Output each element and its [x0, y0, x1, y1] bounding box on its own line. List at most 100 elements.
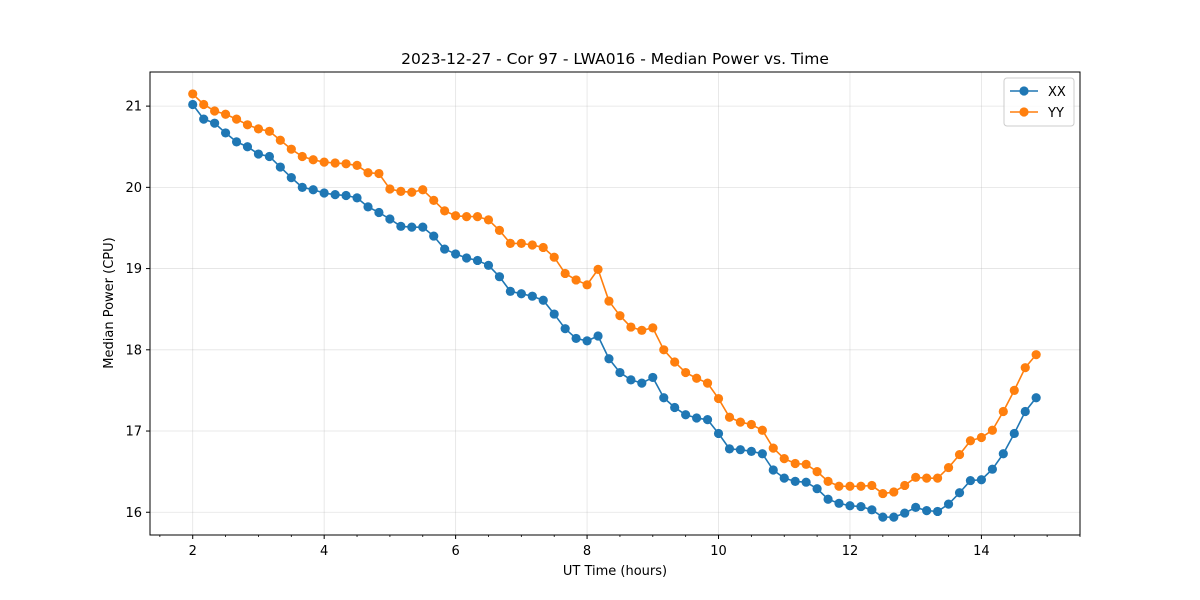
data-point-yy [472, 211, 483, 222]
data-point-yy [275, 135, 285, 145]
data-point-yy [943, 462, 954, 473]
data-point-xx [429, 231, 439, 241]
data-point-yy [582, 280, 592, 290]
data-point-xx [374, 207, 384, 218]
data-point-xx [779, 473, 789, 483]
data-point-yy [242, 120, 253, 130]
y-tick-label: 21 [125, 100, 142, 115]
data-point-xx [932, 506, 943, 517]
x-tick-label: 8 [583, 544, 591, 559]
data-point-yy [253, 124, 264, 134]
data-point-yy [264, 126, 275, 136]
data-point-yy [790, 458, 800, 469]
data-point-xx [440, 244, 450, 254]
data-point-yy [385, 184, 395, 194]
data-point-yy [867, 480, 877, 491]
data-point-xx [626, 375, 636, 385]
data-point-yy [538, 242, 548, 253]
data-point-yy [954, 449, 965, 460]
data-point-yy [210, 106, 220, 116]
data-point-yy [900, 480, 910, 491]
data-point-xx [746, 446, 756, 456]
y-tick-label: 19 [125, 262, 142, 277]
data-point-xx [801, 477, 811, 487]
data-point-xx [451, 249, 461, 259]
data-point-yy [889, 487, 899, 497]
data-point-xx [1031, 393, 1041, 403]
data-point-yy [440, 206, 450, 216]
data-point-yy [494, 225, 505, 235]
data-point-yy [659, 345, 669, 355]
data-point-yy [549, 252, 559, 262]
data-point-xx [724, 444, 735, 454]
data-point-yy [878, 488, 888, 499]
data-point-xx [538, 295, 548, 305]
data-point-xx [834, 498, 844, 508]
data-point-xx [692, 413, 702, 423]
y-axis: 16 17 18 19 20 21 [125, 100, 150, 521]
data-point-xx [286, 173, 296, 183]
data-point-xx [757, 449, 767, 459]
legend-marker-xx [1019, 86, 1029, 96]
data-point-xx [823, 494, 833, 504]
data-point-yy [396, 186, 406, 197]
data-point-yy [451, 211, 461, 221]
data-point-yy [779, 454, 789, 464]
data-point-yy [341, 159, 351, 169]
data-point-yy [330, 158, 340, 168]
legend-label-xx: XX [1048, 85, 1066, 100]
data-point-xx [702, 415, 713, 425]
y-axis-label: Median Power (CPU) [102, 237, 117, 368]
data-point-yy [768, 443, 778, 453]
data-point-xx [275, 162, 285, 172]
data-point-yy [429, 195, 439, 205]
y-tick-label: 20 [125, 181, 142, 196]
data-point-xx [900, 508, 910, 518]
chart-title: 2023-12-27 - Cor 97 - LWA016 - Median Po… [401, 50, 829, 68]
data-point-yy [812, 467, 822, 477]
data-point-yy [286, 144, 296, 154]
data-point-xx [308, 185, 318, 195]
data-point-xx [790, 476, 800, 486]
x-tick-label: 2 [189, 544, 197, 559]
data-point-yy [220, 109, 231, 119]
data-point-xx [713, 428, 724, 439]
data-point-xx [319, 188, 329, 198]
data-point-xx [352, 193, 362, 203]
data-point-xx [670, 402, 680, 413]
plot-frame [149, 71, 1081, 536]
data-point-yy [976, 432, 987, 443]
data-point-xx [483, 260, 494, 270]
data-point-yy [702, 378, 713, 388]
data-point-xx [867, 505, 877, 515]
data-point-xx [659, 393, 669, 403]
legend-label-yy: YY [1047, 106, 1064, 121]
data-point-xx [407, 222, 417, 232]
data-point-xx [582, 336, 592, 346]
data-point-xx [571, 333, 581, 344]
data-point-xx [363, 202, 373, 212]
series-xx [188, 99, 1041, 522]
data-point-yy [516, 238, 526, 248]
data-point-yy [231, 114, 242, 124]
grid [150, 72, 1080, 535]
data-point-xx [461, 253, 472, 263]
data-point-xx [604, 354, 614, 364]
data-point-yy [823, 476, 833, 486]
data-point-yy [352, 160, 362, 171]
data-point-xx [297, 182, 307, 192]
data-point-yy [593, 264, 603, 274]
data-point-yy [746, 419, 756, 430]
legend: XX YY [1003, 77, 1075, 127]
data-point-xx [845, 501, 855, 511]
data-point-yy [724, 412, 735, 422]
x-tick-label: 6 [451, 544, 459, 559]
data-point-yy [856, 481, 866, 491]
data-point-yy [1031, 350, 1041, 360]
data-point-xx [943, 499, 954, 509]
data-point-yy [692, 373, 702, 383]
data-point-yy [374, 168, 384, 179]
data-point-yy [560, 268, 570, 279]
data-point-yy [681, 367, 691, 378]
